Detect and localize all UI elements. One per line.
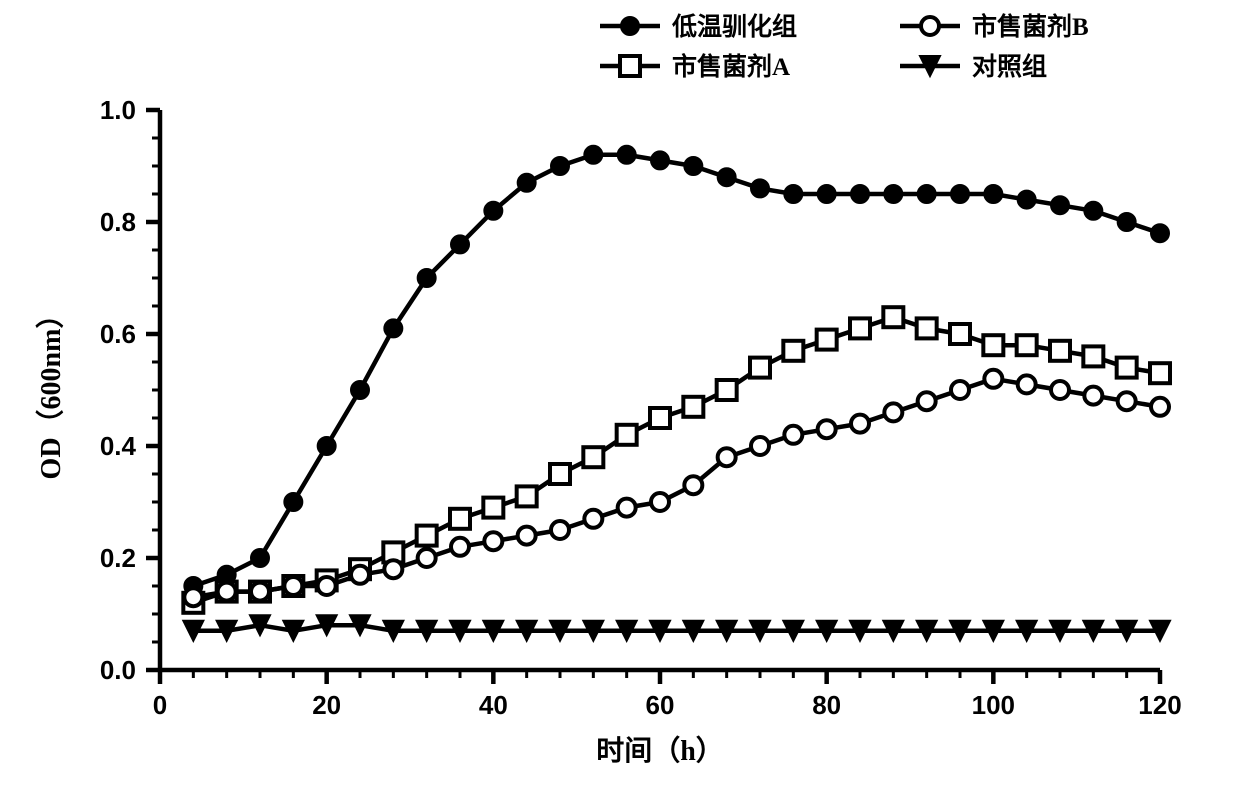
x-tick-label: 120 <box>1138 690 1181 720</box>
line-chart: 0 20 40 60 80 100 120 0.0 0.2 0.4 0.6 0.8 1.0 时间（h） OD… <box>0 0 1240 792</box>
legend-label: 低温驯化组 <box>671 13 797 41</box>
x-tick-label: 40 <box>479 690 508 720</box>
x-tick-label: 0 <box>153 690 167 720</box>
series-line <box>193 317 1160 603</box>
legend: 低温驯化组 市售菌剂B 市售菌剂A 对照组 <box>600 12 1089 81</box>
series-line <box>193 155 1160 586</box>
chart-container: 0 20 40 60 80 100 120 0.0 0.2 0.4 0.6 0.8 1.0 时间（h） OD… <box>0 0 1240 792</box>
y-tick-label: 0.4 <box>100 431 137 461</box>
y-tick-label: 0.0 <box>100 655 136 685</box>
y-tick-label: 0.8 <box>100 207 136 237</box>
series-s1 <box>184 146 1169 595</box>
legend-label: 市售菌剂B <box>972 12 1089 41</box>
y-tick-label: 0.6 <box>100 319 136 349</box>
series-s4 <box>183 615 1170 641</box>
x-axis-title: 时间（h） <box>596 734 724 767</box>
x-tick-label: 20 <box>312 690 341 720</box>
x-tick-label: 100 <box>972 690 1015 720</box>
series-line <box>193 625 1160 631</box>
y-axis-title: OD（600nm） <box>34 301 67 480</box>
x-tick-label: 60 <box>646 690 675 720</box>
legend-label: 市售菌剂A <box>672 52 790 81</box>
y-tick-label: 0.2 <box>100 543 136 573</box>
series-s2 <box>183 307 1170 613</box>
legend-label: 对照组 <box>972 53 1047 81</box>
y-tick-label: 1.0 <box>100 95 136 125</box>
x-tick-label: 80 <box>812 690 841 720</box>
